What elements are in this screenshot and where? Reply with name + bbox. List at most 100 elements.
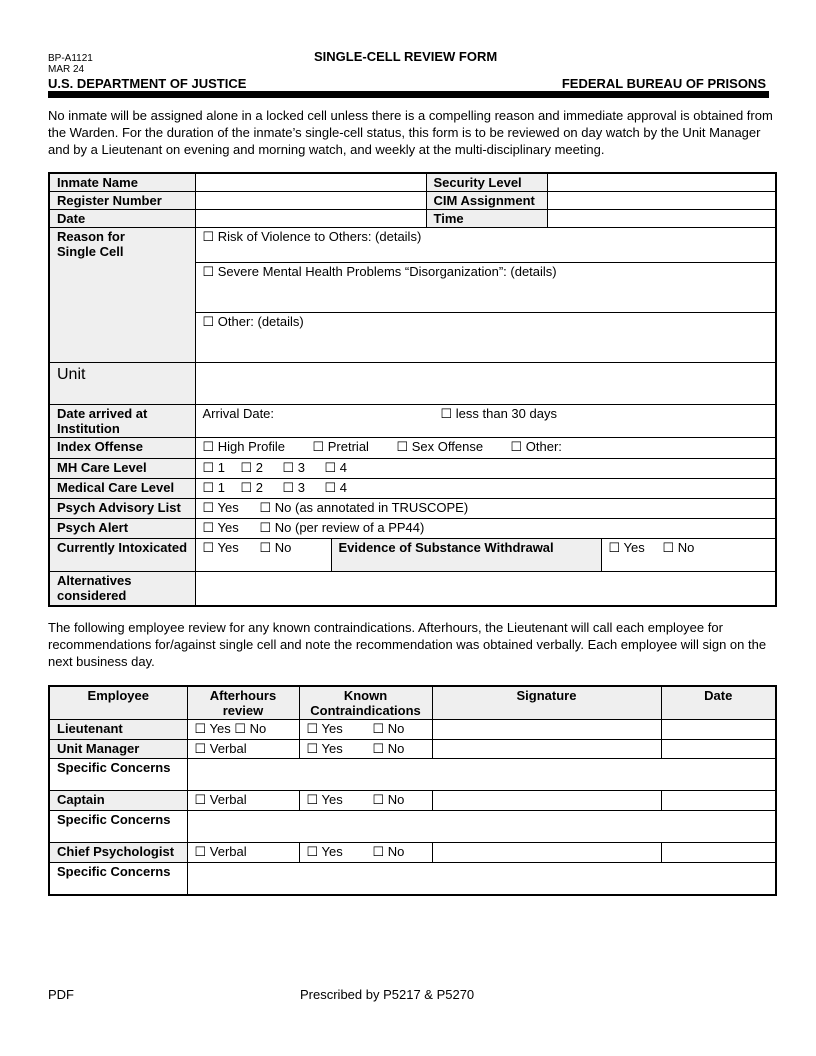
bureau: FEDERAL BUREAU OF PRISONS (561, 76, 766, 91)
less-than-30-days-checkbox[interactable]: ☐ less than 30 days (440, 406, 557, 421)
date-arrived-label: Date arrived at Institution (48, 404, 196, 438)
reason-label: Reason for Single Cell (48, 227, 196, 363)
time-field[interactable] (546, 209, 777, 228)
mh-level-4-checkbox[interactable]: ☐ 4 (324, 460, 348, 475)
date-field[interactable] (194, 209, 427, 228)
medical-level-1-checkbox[interactable]: ☐ 1 (202, 480, 226, 495)
psych-alert-yes-checkbox[interactable]: ☐ Yes (202, 520, 239, 535)
captain-signature-field[interactable] (431, 790, 662, 811)
psych-advisory-label: Psych Advisory List (48, 498, 196, 519)
alternatives-label: Alternatives considered (48, 571, 196, 606)
cim-assignment-label: CIM Assignment (425, 191, 548, 210)
time-label: Time (425, 209, 548, 228)
mh-level-3-checkbox[interactable]: ☐ 3 (282, 460, 306, 475)
mh-level-2-checkbox[interactable]: ☐ 2 (240, 460, 264, 475)
medical-care-level-options: ☐ 1 ☐ 2 ☐ 3 ☐ 4 (194, 478, 777, 499)
psych-alert-options: ☐ Yes ☐ No (per review of a PP44) (194, 518, 777, 539)
captain-concerns-field[interactable] (186, 810, 777, 843)
sex-offense-checkbox[interactable]: ☐ Sex Offense (396, 439, 484, 454)
inmate-info-table: Inmate Name Security Level Register Numb… (48, 172, 777, 607)
captain-no-checkbox[interactable]: ☐ No (372, 792, 405, 807)
lieutenant-signature-field[interactable] (431, 719, 662, 740)
chief-psychologist-yes-checkbox[interactable]: ☐ Yes (306, 844, 343, 859)
header-rule (48, 91, 769, 98)
mh-level-1-checkbox[interactable]: ☐ 1 (202, 460, 226, 475)
arrival-date-field[interactable]: Arrival Date: ☐ less than 30 days (194, 404, 777, 438)
captain-verbal-checkbox[interactable]: ☐ Verbal (186, 790, 300, 811)
other-offense-checkbox[interactable]: ☐ Other: (510, 439, 562, 454)
reason-violence-checkbox[interactable]: ☐ Risk of Violence to Others: (details) (194, 227, 777, 263)
withdrawal-yes-checkbox[interactable]: ☐ Yes (608, 540, 645, 555)
department: U.S. DEPARTMENT OF JUSTICE (48, 76, 247, 91)
unit-manager-date-field[interactable] (660, 739, 777, 759)
footer-left: PDF (48, 987, 74, 1002)
medical-care-level-label: Medical Care Level (48, 478, 196, 499)
psych-advisory-no-checkbox[interactable]: ☐ No (as annotated in TRUSCOPE) (259, 500, 469, 515)
intoxicated-label: Currently Intoxicated (48, 538, 196, 572)
contraindications-header: Known Contraindications (298, 685, 433, 720)
mh-care-level-options: ☐ 1 ☐ 2 ☐ 3 ☐ 4 (194, 458, 777, 479)
chief-psychologist-verbal-checkbox[interactable]: ☐ Verbal (186, 842, 300, 863)
inmate-name-field[interactable] (194, 172, 427, 192)
lieutenant-no-checkbox[interactable]: ☐ No (372, 721, 405, 736)
intoxicated-options: ☐ Yes ☐ No (194, 538, 332, 572)
chief-psychologist-date-field[interactable] (660, 842, 777, 863)
register-number-field[interactable] (194, 191, 427, 210)
specific-concerns-label: Specific Concerns (48, 810, 188, 843)
captain-yes-checkbox[interactable]: ☐ Yes (306, 792, 343, 807)
medical-level-4-checkbox[interactable]: ☐ 4 (324, 480, 348, 495)
instructions-paragraph: The following employee review for any kn… (48, 620, 767, 669)
reason-other-checkbox[interactable]: ☐ Other: (details) (194, 312, 777, 363)
date-label: Date (48, 209, 196, 228)
chief-psychologist-signature-field[interactable] (431, 842, 662, 863)
intoxicated-no-checkbox[interactable]: ☐ No (259, 540, 292, 555)
afterhours-header: Afterhours review (186, 685, 300, 720)
captain-contraindications: ☐ Yes ☐ No (298, 790, 433, 811)
index-offense-label: Index Offense (48, 437, 196, 459)
psych-advisory-options: ☐ Yes ☐ No (as annotated in TRUSCOPE) (194, 498, 777, 519)
unit-manager-contraindications: ☐ Yes ☐ No (298, 739, 433, 759)
index-offense-options: ☐ High Profile ☐ Pretrial ☐ Sex Offense ☐ O… (194, 437, 777, 459)
specific-concerns-label: Specific Concerns (48, 758, 188, 791)
alternatives-field[interactable] (194, 571, 777, 606)
psych-alert-no-checkbox[interactable]: ☐ No (per review of a PP44) (259, 520, 425, 535)
reason-mental-health-checkbox[interactable]: ☐ Severe Mental Health Problems “Disorga… (194, 262, 777, 313)
chief-psychologist-label: Chief Psychologist (48, 842, 188, 863)
unit-manager-verbal-checkbox[interactable]: ☐ Verbal (186, 739, 300, 759)
signature-header: Signature (431, 685, 662, 720)
unit-manager-no-checkbox[interactable]: ☐ No (372, 741, 405, 756)
security-level-field[interactable] (546, 172, 777, 192)
psych-alert-label: Psych Alert (48, 518, 196, 539)
unit-manager-yes-checkbox[interactable]: ☐ Yes (306, 741, 343, 756)
withdrawal-no-checkbox[interactable]: ☐ No (662, 540, 695, 555)
lieutenant-contraindications: ☐ Yes ☐ No (298, 719, 433, 740)
medical-level-3-checkbox[interactable]: ☐ 3 (282, 480, 306, 495)
pretrial-checkbox[interactable]: ☐ Pretrial (312, 439, 369, 454)
reason-label-text: Reason for Single Cell (57, 229, 125, 259)
high-profile-checkbox[interactable]: ☐ High Profile (202, 439, 285, 454)
unit-manager-label: Unit Manager (48, 739, 188, 759)
form-date: MAR 24 (48, 64, 85, 75)
specific-concerns-label: Specific Concerns (48, 862, 188, 895)
captain-date-field[interactable] (660, 790, 777, 811)
unit-field[interactable] (194, 362, 777, 405)
lieutenant-label: Lieutenant (48, 719, 188, 740)
intoxicated-yes-checkbox[interactable]: ☐ Yes (202, 540, 239, 555)
unit-manager-concerns-field[interactable] (186, 758, 777, 791)
employee-review-table: Employee Afterhours review Known Contrai… (48, 685, 777, 896)
form-title: SINGLE-CELL REVIEW FORM (314, 49, 498, 64)
withdrawal-options: ☐ Yes ☐ No (600, 538, 777, 572)
cim-assignment-field[interactable] (546, 191, 777, 210)
unit-manager-signature-field[interactable] (431, 739, 662, 759)
footer-prescribed: Prescribed by P5217 & P5270 (300, 987, 475, 1002)
chief-psychologist-no-checkbox[interactable]: ☐ No (372, 844, 405, 859)
psych-advisory-yes-checkbox[interactable]: ☐ Yes (202, 500, 239, 515)
chief-psychologist-concerns-field[interactable] (186, 862, 777, 895)
intro-paragraph: No inmate will be assigned alone in a lo… (48, 108, 773, 157)
medical-level-2-checkbox[interactable]: ☐ 2 (240, 480, 264, 495)
arrival-date-label: Arrival Date: (202, 406, 275, 421)
lieutenant-date-field[interactable] (660, 719, 777, 740)
captain-label: Captain (48, 790, 188, 811)
lieutenant-afterhours-checkbox[interactable]: ☐ Yes ☐ No (186, 719, 300, 740)
lieutenant-yes-checkbox[interactable]: ☐ Yes (306, 721, 343, 736)
